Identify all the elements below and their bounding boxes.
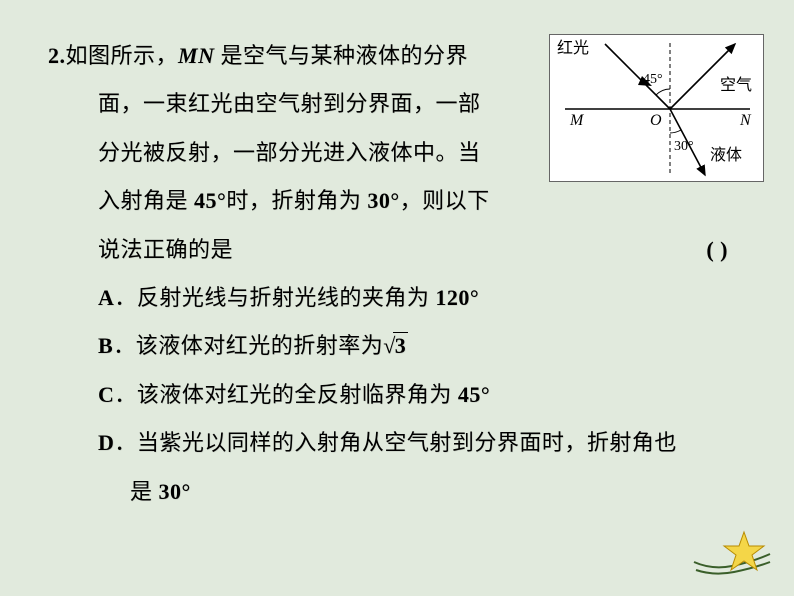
option-label: C xyxy=(98,382,114,407)
text: ．反射光线与折射光线的夹角为 xyxy=(114,285,435,310)
text: ．该液体对红光的全反射临界角为 xyxy=(114,382,458,407)
option-d: D．当紫光以同样的入射角从空气射到分界面时，折射角也 xyxy=(48,419,748,467)
question-number: 2. xyxy=(48,43,66,68)
label-o: O xyxy=(650,112,662,129)
label-air: 空气 xyxy=(720,76,752,94)
option-label: B xyxy=(98,333,113,358)
label-m: M xyxy=(569,112,585,129)
label-red: 红光 xyxy=(557,39,589,57)
refraction-diagram: 红光 空气 液体 M N O 45° 30° xyxy=(549,34,764,182)
answer-paren: ( ) xyxy=(706,226,728,274)
option-c: C．该液体对红光的全反射临界角为 45° xyxy=(48,371,748,419)
mn-label: MN xyxy=(178,43,214,68)
angle-text-30: 30° xyxy=(674,139,694,154)
sqrt-expr: √3 xyxy=(383,322,408,370)
text: ．该液体对红光的折射率为 xyxy=(113,333,383,358)
angle-text-45: 45° xyxy=(643,72,663,87)
text: 如图所示， xyxy=(66,43,179,68)
option-label: A xyxy=(98,285,114,310)
option-b: B．该液体对红光的折射率为√3 xyxy=(48,322,748,370)
question-line-5: 说法正确的是 ( ) xyxy=(48,226,748,274)
sqrt-value: 3 xyxy=(393,332,409,358)
star-icon xyxy=(724,532,764,570)
text: 是空气与某种液体的分界 xyxy=(214,43,468,68)
question-line-4: 入射角是 45°时，折射角为 30°，则以下 xyxy=(48,177,748,225)
text: 时，折射角为 xyxy=(226,188,367,213)
angle-arc-45 xyxy=(656,89,670,95)
text: ，则以下 xyxy=(400,188,490,213)
value: 45° xyxy=(458,382,490,407)
diagram-svg: 红光 空气 液体 M N O 45° 30° xyxy=(550,35,765,183)
value: 120° xyxy=(435,285,479,310)
option-d-line2: 是 30° xyxy=(48,468,748,516)
star-decoration xyxy=(692,526,772,586)
label-liquid: 液体 xyxy=(710,146,742,164)
angle-30: 30° xyxy=(367,188,399,213)
value: 30° xyxy=(159,479,191,504)
option-a: A．反射光线与折射光线的夹角为 120° xyxy=(48,274,748,322)
text: ．当紫光以同样的入射角从空气射到分界面时，折射角也 xyxy=(114,430,677,455)
angle-45: 45° xyxy=(194,188,226,213)
option-label: D xyxy=(98,430,114,455)
text: 入射角是 xyxy=(98,188,194,213)
star-svg xyxy=(692,526,772,586)
text: 是 xyxy=(130,479,159,504)
angle-arc-30 xyxy=(670,130,681,133)
label-n: N xyxy=(739,112,752,129)
text: 说法正确的是 xyxy=(98,237,233,262)
